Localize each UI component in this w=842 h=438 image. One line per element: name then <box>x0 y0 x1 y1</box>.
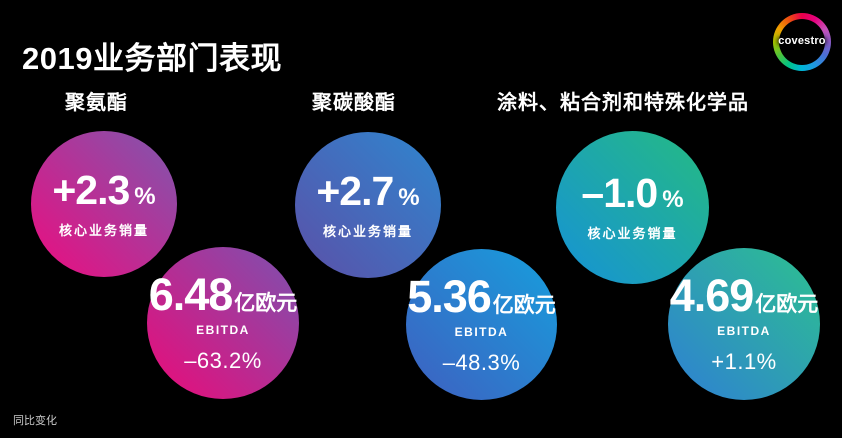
volume-label: 核心业务销量 <box>587 226 678 241</box>
ebitda-unit: 亿欧元 <box>492 293 556 317</box>
ebitda-value-line: 4.69 亿欧元 <box>670 273 819 318</box>
segment-title-polycarbonates: 聚碳酸酯 <box>312 92 396 114</box>
volume-value: +2.3 <box>52 166 130 213</box>
volume-unit: % <box>134 182 156 210</box>
volume-circle-cas: –1.0 % 核心业务销量 <box>556 131 709 284</box>
ebitda-unit: 亿欧元 <box>755 293 819 316</box>
ebitda-circle-polyurethanes: 6.48 亿欧元 EBITDA –63.2% <box>147 247 299 399</box>
ebitda-circle-cas: 4.69 亿欧元 EBITDA +1.1% <box>668 248 820 400</box>
volume-value-line: +2.3 % <box>52 166 156 213</box>
page-title: 2019业务部门表现 <box>22 40 282 76</box>
volume-value-line: –1.0 % <box>581 173 683 214</box>
ebitda-circle-polycarbonates: 5.36 亿欧元 EBITDA –48.3% <box>406 249 557 400</box>
volume-unit: % <box>398 183 420 211</box>
logo-ring-hole <box>779 19 825 65</box>
logo-wordmark: covestro <box>778 35 826 48</box>
ebitda-change: –63.2% <box>184 348 262 373</box>
covestro-logo: covestro <box>773 13 831 71</box>
volume-circle-polycarbonates: +2.7 % 核心业务销量 <box>295 132 441 278</box>
ebitda-label: EBITDA <box>717 324 771 338</box>
ebitda-value-line: 6.48 亿欧元 <box>149 272 298 317</box>
ebitda-label: EBITDA <box>196 323 250 337</box>
volume-label: 核心业务销量 <box>58 222 149 238</box>
volume-value: +2.7 <box>316 167 394 214</box>
ebitda-value: 5.36 <box>407 270 492 322</box>
ebitda-value: 6.48 <box>148 269 234 320</box>
yoy-footnote: 同比变化 <box>13 415 57 427</box>
volume-value: –1.0 <box>581 170 658 216</box>
volume-value-line: +2.7 % <box>316 167 420 214</box>
volume-circle-polyurethanes: +2.3 % 核心业务销量 <box>31 131 177 277</box>
ebitda-unit: 亿欧元 <box>234 292 298 315</box>
ebitda-change: –48.3% <box>442 349 521 375</box>
ebitda-change: +1.1% <box>711 349 777 374</box>
volume-unit: % <box>662 186 684 213</box>
volume-label: 核心业务销量 <box>322 223 413 239</box>
ebitda-label: EBITDA <box>454 324 509 339</box>
segment-title-polyurethanes: 聚氨酯 <box>65 92 128 114</box>
ebitda-value: 4.69 <box>669 270 755 321</box>
segment-title-cas: 涂料、粘合剂和特殊化学品 <box>497 92 749 114</box>
ebitda-value-line: 5.36 亿欧元 <box>407 274 556 319</box>
